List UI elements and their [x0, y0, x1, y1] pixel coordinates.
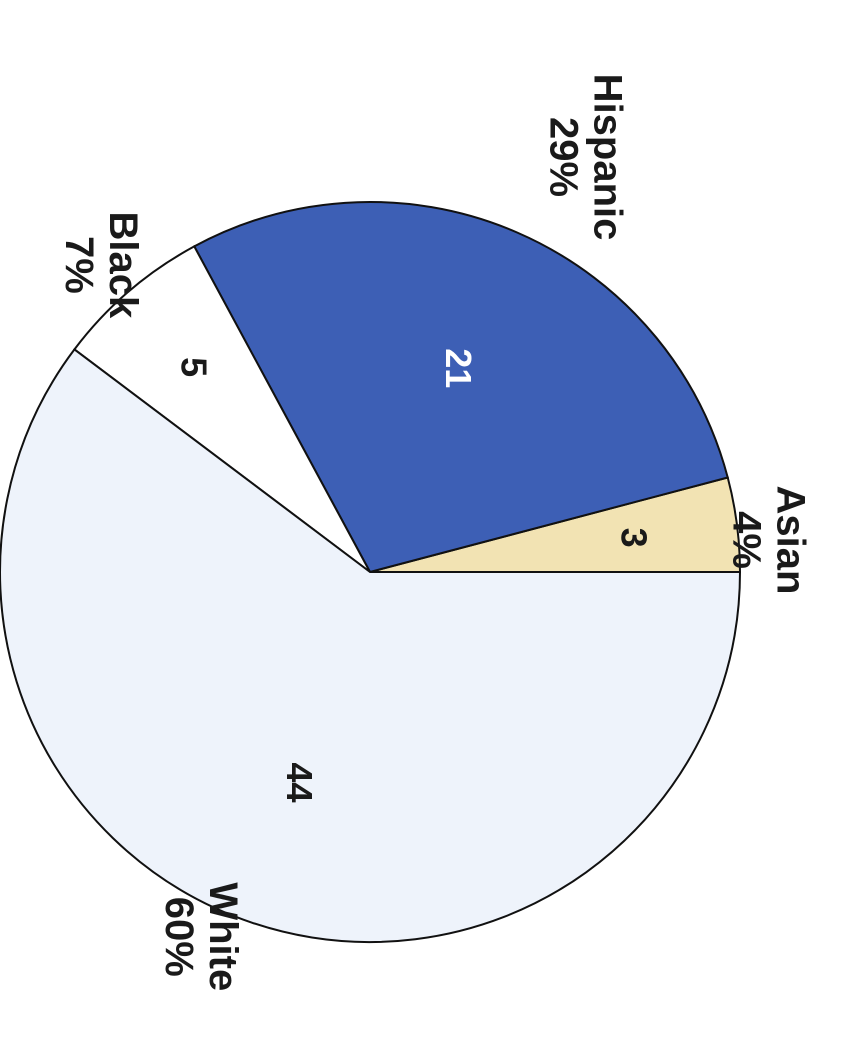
percent-label-white: 60%	[157, 897, 201, 977]
pie-slice-black	[73, 245, 371, 573]
pie-value-labels: 3 21 5 44	[173, 348, 654, 802]
category-label-black: Black	[101, 212, 145, 319]
value-label-white: 44	[279, 763, 320, 803]
value-label-asian: 3	[614, 528, 655, 548]
pie-slice-hispanic	[192, 201, 729, 574]
percent-label-hispanic: 29%	[542, 117, 586, 197]
pie-slice-white	[0, 347, 742, 943]
category-label-hispanic: Hispanic	[586, 74, 630, 241]
value-label-black: 5	[173, 357, 214, 377]
category-label-asian: Asian	[769, 486, 813, 595]
percent-label-black: 7%	[57, 236, 101, 294]
category-label-white: White	[201, 882, 245, 991]
percent-label-asian: 4%	[725, 511, 769, 569]
pie-slices	[0, 201, 742, 943]
value-label-hispanic: 21	[438, 348, 479, 388]
